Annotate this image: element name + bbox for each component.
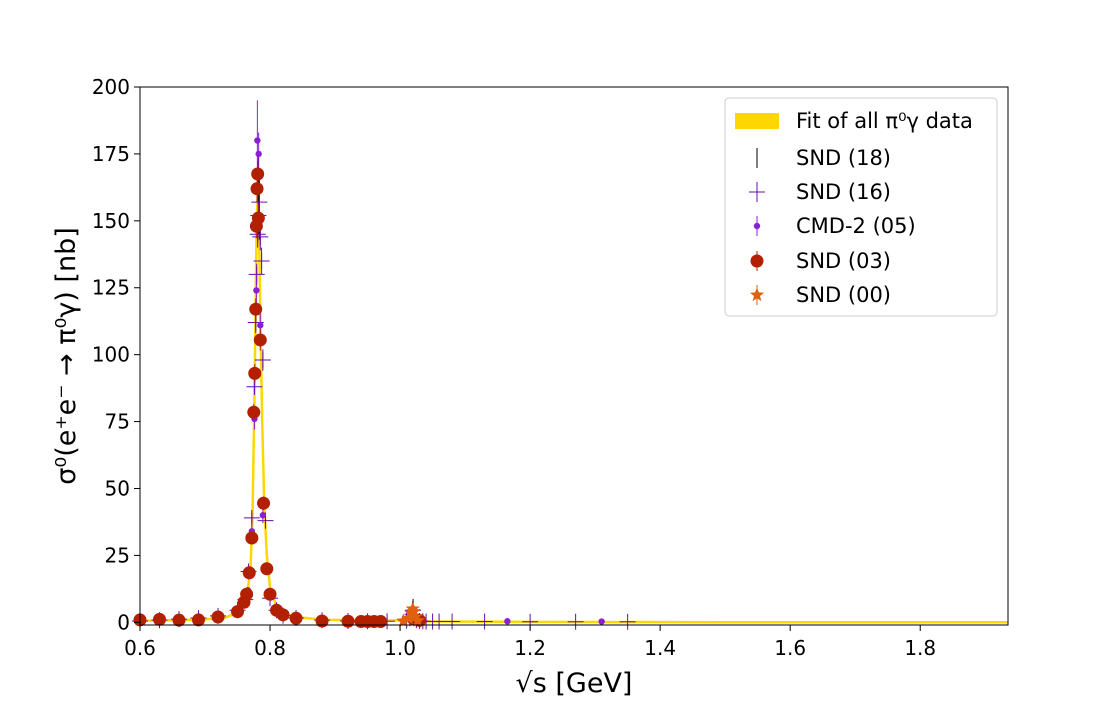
x-tick-label: 1.0 <box>384 636 416 660</box>
y-tick-label: 0 <box>117 610 130 634</box>
circle-mark <box>251 211 265 225</box>
circle-mark <box>250 182 264 196</box>
circle-mark <box>192 613 206 627</box>
x-axis: 0.6 0.8 1.0 1.2 1.4 1.6 1.8 <box>124 625 936 660</box>
dot-mark <box>504 618 511 625</box>
y-tick-label: 200 <box>92 75 130 99</box>
dot-mark <box>253 287 260 294</box>
series-snd-00- <box>396 601 425 628</box>
y-tick-label: 25 <box>105 543 130 567</box>
star-mark <box>410 613 425 627</box>
legend-label: SND (18) <box>796 146 891 170</box>
y-tick-label: 75 <box>105 410 130 434</box>
series-snd-03- <box>133 160 427 629</box>
circle-mark <box>276 608 290 622</box>
series-layer <box>132 100 1008 630</box>
legend-band-swatch <box>735 113 779 129</box>
circle-mark <box>253 333 267 347</box>
circle-mark <box>289 611 303 625</box>
circle-mark <box>242 566 256 580</box>
circle-mark <box>231 605 245 619</box>
circle-mark <box>315 614 329 628</box>
legend-label: SND (03) <box>796 249 891 273</box>
y-axis-label: σ⁰(e⁺e⁻ → π⁰γ) [nb] <box>51 227 82 484</box>
x-tick-label: 0.6 <box>124 636 156 660</box>
y-tick-label: 100 <box>92 343 130 367</box>
y-tick-label: 125 <box>92 276 130 300</box>
legend: Fit of all π⁰γ data SND (18) SND (16) CMD-2… <box>724 97 998 317</box>
circle-mark <box>153 612 167 626</box>
legend-frame <box>724 97 998 317</box>
circle-mark <box>245 531 259 545</box>
y-axis: 0 25 50 75 100 125 150 175 200 <box>92 75 140 634</box>
circle-mark <box>257 496 271 510</box>
dot-mark <box>255 150 262 158</box>
y-tick-label: 175 <box>92 142 130 166</box>
dot-mark <box>753 222 761 230</box>
circle-mark <box>249 302 263 316</box>
legend-label: CMD-2 (05) <box>796 214 916 238</box>
y-tick-label: 150 <box>92 209 130 233</box>
plot-frame <box>139 86 1009 626</box>
x-tick-label: 1.6 <box>774 636 806 660</box>
dot-mark <box>254 137 261 144</box>
circle-mark <box>211 610 225 624</box>
y-tick-label: 50 <box>105 476 130 500</box>
circle-mark <box>260 562 274 576</box>
circle-mark <box>341 614 355 628</box>
circle-mark <box>263 587 277 601</box>
star-mark <box>407 609 423 623</box>
star-mark <box>396 613 411 628</box>
dot-mark <box>598 618 605 625</box>
x-axis-label: √s [GeV] <box>516 668 633 699</box>
circle-mark <box>240 587 254 601</box>
circle-mark <box>172 613 186 627</box>
legend-label: Fit of all π⁰γ data <box>796 109 973 133</box>
circle-mark <box>248 366 262 380</box>
x-tick-label: 1.8 <box>904 636 936 660</box>
star-mark <box>406 604 421 618</box>
x-tick-label: 1.4 <box>644 636 676 660</box>
circle-mark <box>374 615 388 629</box>
circle-mark <box>750 254 764 268</box>
circle-mark <box>251 167 265 181</box>
star-mark <box>749 287 765 302</box>
x-tick-label: 0.8 <box>254 636 286 660</box>
x-tick-label: 1.2 <box>514 636 546 660</box>
legend-label: SND (16) <box>796 180 891 204</box>
circle-mark <box>247 405 261 419</box>
legend-label: SND (00) <box>796 283 891 307</box>
dot-mark <box>257 322 264 329</box>
dot-mark <box>259 512 267 519</box>
